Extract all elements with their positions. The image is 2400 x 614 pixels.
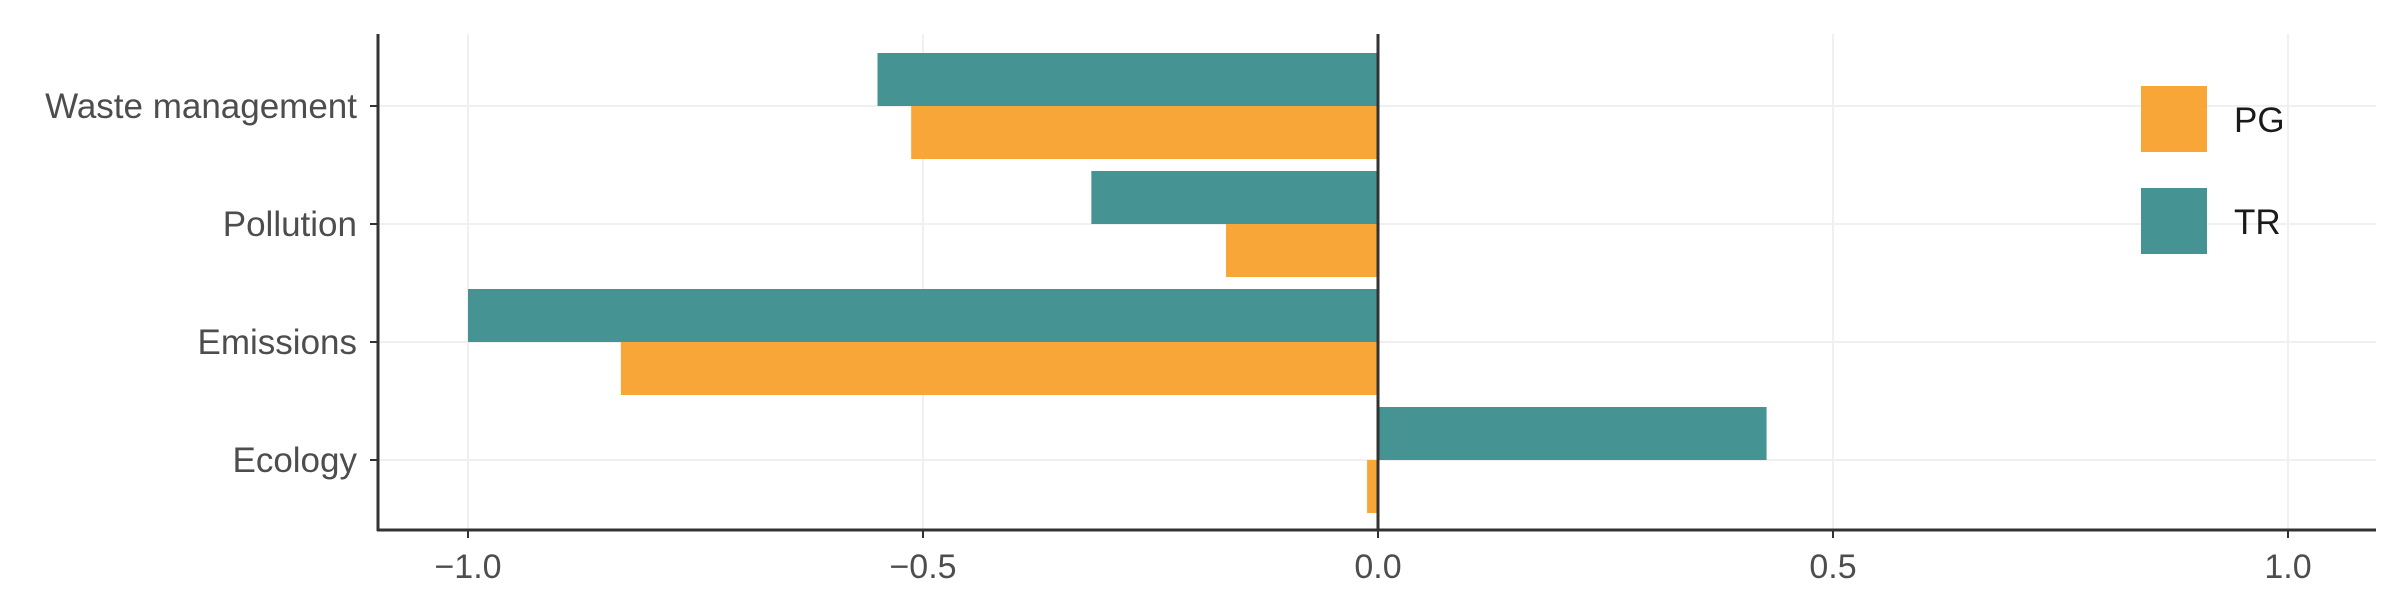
bar-pg-waste-management [911,106,1378,159]
category-labels: Waste management Pollution Emissions Ecolog… [45,87,357,480]
x-tick-label: 0.5 [1809,548,1856,586]
x-tick-label: −1.0 [434,548,501,586]
x-tick-label: 0.0 [1354,548,1401,586]
x-tick-label: −0.5 [889,548,956,586]
legend-label-tr: TR [2234,203,2281,242]
bar-tr-waste-management [877,53,1378,106]
category-label: Emissions [198,323,357,362]
bar-tr-ecology [1378,407,1767,460]
x-tick-labels: −1.0 −0.5 0.0 0.5 1.0 [434,548,2311,586]
x-tick-label: 1.0 [2264,548,2311,586]
category-label: Waste management [45,87,357,126]
bar-pg-ecology [1367,460,1378,513]
bars [468,53,1767,513]
legend-swatch-pg [2141,86,2207,152]
category-label: Ecology [232,441,357,480]
category-label: Pollution [223,205,357,244]
legend-swatch-tr [2141,188,2207,254]
bar-pg-emissions [620,342,1378,395]
legend: PG TR [2141,86,2285,254]
bar-tr-pollution [1091,171,1378,224]
bar-pg-pollution [1226,224,1378,277]
legend-label-pg: PG [2234,101,2285,140]
bar-tr-emissions [468,289,1378,342]
axes [370,34,2376,538]
